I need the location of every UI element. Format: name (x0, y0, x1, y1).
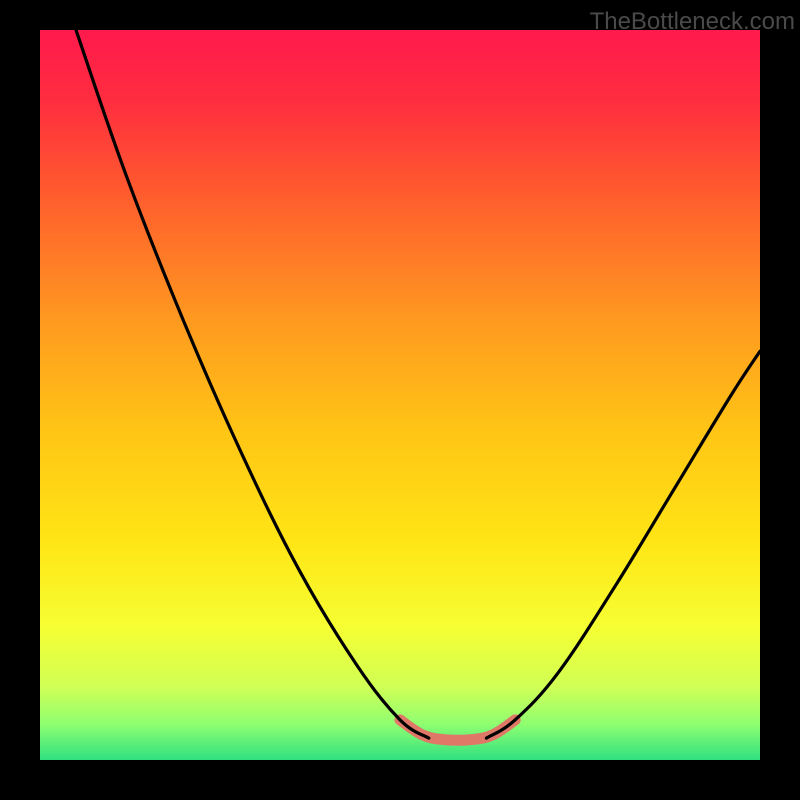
plot-area (40, 30, 760, 760)
chart-container: TheBottleneck.com (0, 0, 800, 800)
gradient-background (40, 30, 760, 760)
